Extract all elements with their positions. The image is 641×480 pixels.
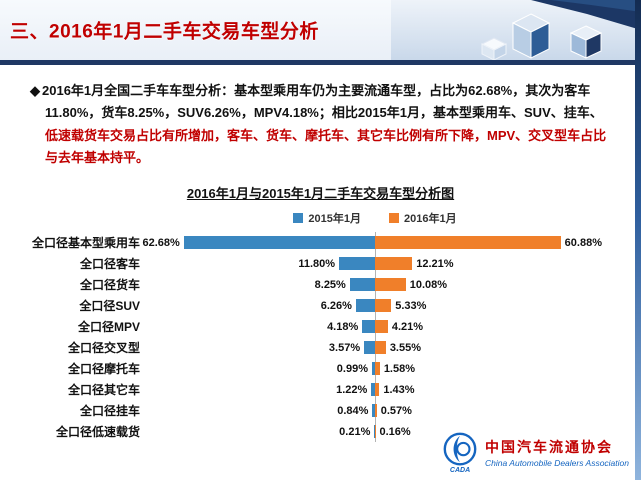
category-label: 全口径低速载货 [55,425,140,439]
value-label-2015: 6.26% [320,299,352,312]
category-label: 全口径摩托车 [67,362,140,376]
value-label-2015: 1.22% [336,383,368,396]
value-label-2015: 11.80% [298,257,336,270]
cada-name-cn: 中国汽车流通协会 [485,439,614,455]
bar-area: 6.26% 5.33% [145,295,605,316]
category-label: 全口径其它车 [67,383,140,397]
legend-label-2016: 2016年1月 [404,213,457,225]
chart-row: 全口径交叉型 3.57% 3.55% [0,337,641,358]
chart-row: 全口径基本型乘用车 62.68% 60.88% [0,232,641,253]
value-label-2016: 5.33% [395,299,427,312]
bar-2015 [364,341,375,354]
chart-row: 全口径SUV 6.26% 5.33% [0,295,641,316]
bar-2015 [371,383,375,396]
bar-area: 3.57% 3.55% [145,337,605,358]
cada-logo-icon [443,432,477,466]
chart-legend: 2015年1月 2016年1月 [145,210,605,226]
legend-label-2015: 2015年1月 [308,213,361,225]
bar-2015 [362,320,375,333]
category-label: 全口径交叉型 [67,341,140,355]
cada-logo-text: 中国汽车流通协会 China Automobile Dealers Associ… [485,437,629,468]
chart-center-axis [375,232,376,442]
value-label-2016: 4.21% [391,320,424,333]
value-label-2015: 0.84% [337,404,369,417]
value-label-2016: 0.57% [380,404,412,417]
value-label-2016: 12.21% [416,257,454,270]
cada-name-en: China Automobile Dealers Association [485,458,629,468]
bar-area: 0.99% 1.58% [145,358,605,379]
summary-text-red: 低速载货车交易占比有所增加，客车、货车、摩托车、其它车比例有所下降，MPV、交叉… [45,127,607,166]
value-label-2016: 60.88% [564,236,602,249]
bar-2015 [355,299,375,312]
cada-emblem: CADA [441,431,479,474]
cada-abbr: CADA [449,467,471,474]
legend-item-2015: 2015年1月 [293,210,361,226]
chart-row: 全口径货车 8.25% 10.08% [0,274,641,295]
value-label-2015: 8.25% [314,278,346,291]
value-label-2016: 3.55% [389,341,422,354]
slide-header: 三、2016年1月二手车交易车型分析 [0,0,641,60]
bar-2015 [374,425,375,438]
value-label-2015: 0.99% [336,362,368,375]
bar-2016 [375,362,380,375]
diamond-bullet-icon: ◆ [30,83,40,98]
bar-2016 [375,404,377,417]
chart-row: 全口径挂车 0.84% 0.57% [0,400,641,421]
value-label-2016: 0.16% [379,425,411,438]
category-label: 全口径客车 [79,257,140,271]
bar-area: 1.22% 1.43% [145,379,605,400]
header-boxes-art [391,0,641,60]
bar-2016 [375,278,406,291]
bar-2015 [349,278,375,291]
category-label: 全口径货车 [79,278,140,292]
bar-area: 8.25% 10.08% [145,274,605,295]
value-label-2016: 1.43% [383,383,415,396]
value-label-2015: 0.21% [339,425,371,438]
value-label-2015: 62.68% [142,236,180,249]
bar-2016 [375,383,380,396]
legend-swatch-2016 [389,213,399,223]
value-label-2015: 3.57% [328,341,361,354]
category-label: 全口径挂车 [79,404,140,418]
summary-text-black: 2016年1月全国二手车车型分析：基本型乘用车仍为主要流通车型，占比为62.68… [42,83,603,121]
summary-paragraph: ◆ 2016年1月全国二手车车型分析：基本型乘用车仍为主要流通车型，占比为62.6… [30,80,610,169]
legend-swatch-2015 [293,213,304,223]
bar-2016 [375,341,386,354]
category-label: 全口径SUV [79,299,140,313]
value-label-2016: 10.08% [409,278,448,291]
value-label-2016: 1.58% [383,362,416,375]
category-label: 全口径MPV [77,320,140,334]
right-edge-decoration [635,0,641,480]
chart-title: 2016年1月与2015年1月二手车交易车型分析图 [186,186,455,201]
chart-row: 全口径摩托车 0.99% 1.58% [0,358,641,379]
bar-area: 62.68% 60.88% [142,232,605,253]
category-label: 全口径基本型乘用车 [31,236,140,250]
header-divider [0,60,641,65]
bar-area: 0.21% 0.16% [145,421,605,442]
legend-item-2016: 2016年1月 [389,210,457,226]
bar-2015 [371,362,375,375]
chart-rows: 全口径基本型乘用车 62.68% 60.88% 全口径客车 11.80% 12.21% 全口… [0,232,641,442]
cada-logo: CADA 中国汽车流通协会 China Automobile Dealers A… [441,431,629,474]
bar-2016 [375,320,388,333]
chart-row: 全口径低速载货 0.21% 0.16% [0,421,641,442]
page-title: 三、2016年1月二手车交易车型分析 [10,21,319,43]
chart-row: 全口径客车 11.80% 12.21% [0,253,641,274]
bar-2015 [372,404,375,417]
bar-2015 [183,236,375,249]
bar-2016 [375,257,413,270]
value-label-2015: 4.18% [327,320,359,333]
bar-2016 [375,236,561,249]
bar-area: 0.84% 0.57% [145,400,605,421]
bar-2016 [375,299,392,312]
bar-2015 [339,257,375,270]
bar-area: 4.18% 4.21% [145,316,605,337]
chart-row: 全口径其它车 1.22% 1.43% [0,379,641,400]
chart-row: 全口径MPV 4.18% 4.21% [0,316,641,337]
diverging-bar-chart: 全口径基本型乘用车 62.68% 60.88% 全口径客车 11.80% 12.21% 全口… [0,232,641,442]
bar-area: 11.80% 12.21% [145,253,605,274]
